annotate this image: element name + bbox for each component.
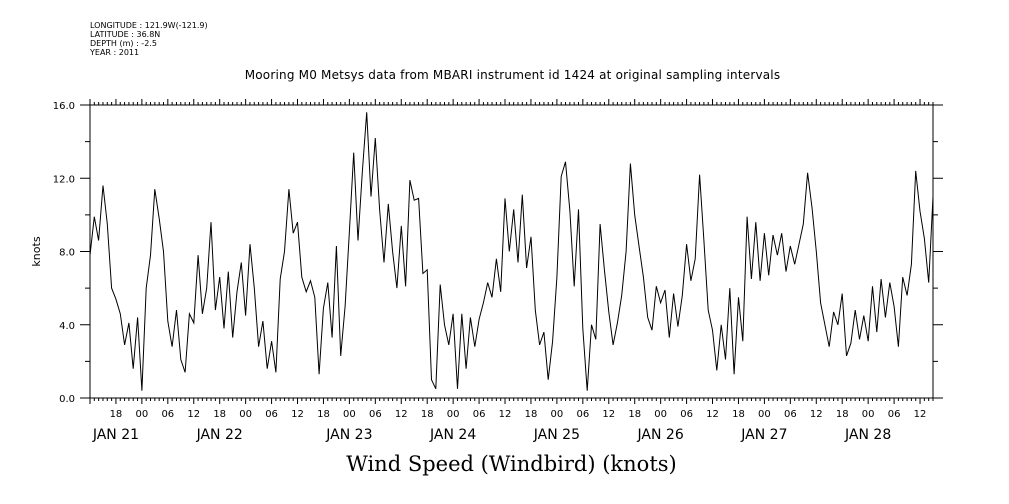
x-hour-label: 06 xyxy=(161,409,174,420)
plot-frame xyxy=(89,104,934,399)
x-hour-label: 06 xyxy=(265,409,278,420)
x-hour-label: 18 xyxy=(421,409,434,420)
x-hour-label: 00 xyxy=(862,409,875,420)
x-hour-label: 06 xyxy=(473,409,486,420)
x-day-label: JAN 25 xyxy=(533,427,580,443)
footer-container: Wind Speed (Windbird) (knots) xyxy=(0,452,1009,476)
x-day-label: JAN 27 xyxy=(740,427,787,443)
chart-title-container: Mooring M0 Metsys data from MBARI instru… xyxy=(0,68,1009,82)
y-tick-label: 0.0 xyxy=(59,394,75,405)
x-hour-label: 00 xyxy=(654,409,667,420)
x-hour-label: 18 xyxy=(317,409,330,420)
x-hour-label: 00 xyxy=(447,409,460,420)
meta-depth: DEPTH (m) : -2.5 xyxy=(90,39,157,48)
x-hour-label: 06 xyxy=(680,409,693,420)
x-hour-label: 18 xyxy=(628,409,641,420)
y-tick-label: 16.0 xyxy=(53,101,75,112)
x-hour-label: 06 xyxy=(369,409,382,420)
x-hour-label: 18 xyxy=(525,409,538,420)
x-hour-label: 06 xyxy=(888,409,901,420)
x-hour-label: 06 xyxy=(576,409,589,420)
x-hour-label: 12 xyxy=(914,409,927,420)
x-hour-label: 06 xyxy=(784,409,797,420)
chart-title: Mooring M0 Metsys data from MBARI instru… xyxy=(244,68,781,82)
x-hour-label: 00 xyxy=(136,409,149,420)
x-hour-label: 00 xyxy=(758,409,771,420)
x-hour-label: 18 xyxy=(836,409,849,420)
x-hour-label: 12 xyxy=(187,409,200,420)
x-hour-label: 12 xyxy=(395,409,408,420)
x-day-label: JAN 28 xyxy=(844,427,891,443)
wind-speed-chart: 0.0 4.0 8.0 12.0 16.0 knots 18 00 06 12 18 00 06 12 18… xyxy=(30,99,943,443)
x-day-label: JAN 22 xyxy=(196,427,243,443)
y-tick-label: 4.0 xyxy=(59,321,75,332)
meta-longitude: LONGITUDE : 121.9W(-121.9) xyxy=(90,21,208,30)
x-hour-label: 18 xyxy=(732,409,745,420)
metadata-block: LONGITUDE : 121.9W(-121.9) LATITUDE : 36… xyxy=(90,21,208,57)
x-day-label: JAN 21 xyxy=(92,427,139,443)
x-day-label: JAN 26 xyxy=(637,427,684,443)
x-hour-label: 12 xyxy=(291,409,304,420)
x-hour-label: 00 xyxy=(239,409,252,420)
x-day-label: JAN 24 xyxy=(429,427,476,443)
x-hour-label: 18 xyxy=(213,409,226,420)
y-tick-label: 8.0 xyxy=(59,248,75,259)
y-tick-label: 12.0 xyxy=(53,174,75,185)
meta-year: YEAR : 2011 xyxy=(90,48,140,57)
y-axis-label: knots xyxy=(30,236,43,266)
x-hour-label: 12 xyxy=(810,409,823,420)
meta-latitude: LATITUDE : 36.8N xyxy=(90,30,161,39)
x-hour-label: 18 xyxy=(110,409,123,420)
wind-speed-series-line xyxy=(89,112,934,391)
x-hour-label: 00 xyxy=(343,409,356,420)
variable-label: Wind Speed (Windbird) (knots) xyxy=(346,452,677,476)
x-hour-label: 12 xyxy=(706,409,719,420)
x-hour-label: 00 xyxy=(551,409,564,420)
x-hour-label: 12 xyxy=(602,409,615,420)
x-hour-label: 12 xyxy=(499,409,512,420)
x-day-label: JAN 23 xyxy=(325,427,372,443)
